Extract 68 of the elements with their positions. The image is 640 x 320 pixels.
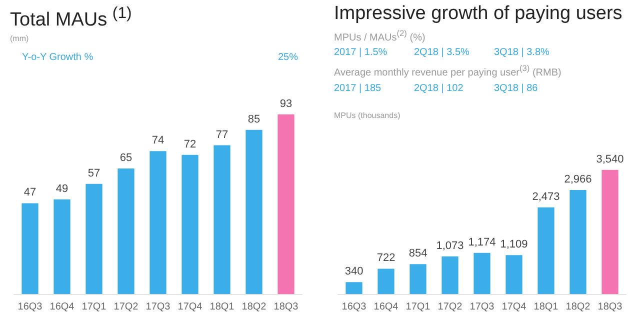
data-label: 1,073 <box>436 240 464 252</box>
chart-title: Total MAUs $^{(1)}$ <box>10 4 133 32</box>
data-label: 1,174 <box>468 236 496 248</box>
x-tick-label: 18Q1 <box>210 302 235 312</box>
x-tick-label: 17Q3 <box>146 302 171 312</box>
x-tick-label: 18Q3 <box>274 302 299 312</box>
x-tick-label: 18Q3 <box>598 302 623 312</box>
bar <box>214 145 230 294</box>
bar <box>506 255 522 294</box>
data-label: 72 <box>184 138 196 150</box>
bar <box>346 282 362 294</box>
x-tick-label: 18Q2 <box>566 302 591 312</box>
chart-title: Impressive growth of paying users <box>334 2 624 26</box>
data-label: 47 <box>24 186 36 199</box>
data-label: 3,540 <box>596 153 624 166</box>
bar <box>602 170 618 294</box>
data-label: 85 <box>248 113 260 126</box>
text: 2017 | 1.5% <box>334 46 388 60</box>
text: Average monthly revenue per paying user$^{(3)}$ (RMB) <box>334 62 562 81</box>
y-axis-title: MPUs (thousands) <box>334 110 402 122</box>
bar <box>570 190 586 294</box>
x-tick-label: 17Q2 <box>114 302 139 312</box>
x-tick-label: 18Q1 <box>534 302 559 312</box>
data-label: 74 <box>152 134 164 147</box>
x-tick-label: 16Q4 <box>374 302 399 312</box>
text: 3Q18 | 86 <box>494 82 539 96</box>
bar <box>22 203 38 294</box>
x-tick-label: 16Q3 <box>18 302 43 312</box>
bar <box>182 154 198 294</box>
data-label: 722 <box>376 252 396 264</box>
bar <box>86 184 102 294</box>
data-label: 854 <box>408 248 428 260</box>
data-label: 1,109 <box>500 238 528 251</box>
data-label: 65 <box>120 152 132 164</box>
data-label: 93 <box>280 98 292 110</box>
x-tick-label: 17Q3 <box>470 302 495 312</box>
text: 3Q18 | 3.8% <box>494 46 550 60</box>
x-tick-label: 17Q4 <box>178 302 203 312</box>
text: 2Q18 | 3.5% <box>414 46 470 60</box>
x-tick-label: 17Q2 <box>438 302 463 312</box>
bar <box>278 114 294 294</box>
data-label: 2,966 <box>564 174 592 186</box>
x-tick-label: 17Q1 <box>406 302 431 312</box>
x-tick-label: 16Q3 <box>342 302 367 312</box>
data-label: 57 <box>88 167 100 180</box>
x-tick-label: 18Q2 <box>242 302 267 312</box>
x-tick-label: 17Q1 <box>82 302 107 312</box>
text: 2Q18 | 102 <box>414 82 464 96</box>
text: Y-o-Y Growth % <box>22 51 94 66</box>
x-tick-label: 17Q4 <box>502 302 527 312</box>
data-label: 77 <box>216 128 228 141</box>
data-label: 49 <box>56 182 68 195</box>
data-label: 340 <box>344 266 364 278</box>
chart-subtitle: (mm) <box>10 33 30 46</box>
text: 25% <box>278 51 298 66</box>
bar <box>118 168 134 294</box>
bar <box>538 207 554 294</box>
bar <box>54 199 70 294</box>
x-tick-label: 16Q4 <box>50 302 75 312</box>
text: MPUs / MAUs$^{(2)}$ (%) <box>334 27 426 46</box>
text: 2017 | 185 <box>334 82 382 96</box>
bar <box>442 256 458 294</box>
bar <box>246 130 262 294</box>
bar <box>378 268 394 294</box>
bar <box>410 264 426 294</box>
bar <box>150 151 166 294</box>
data-label: 2,473 <box>532 190 560 203</box>
bar <box>474 252 490 294</box>
